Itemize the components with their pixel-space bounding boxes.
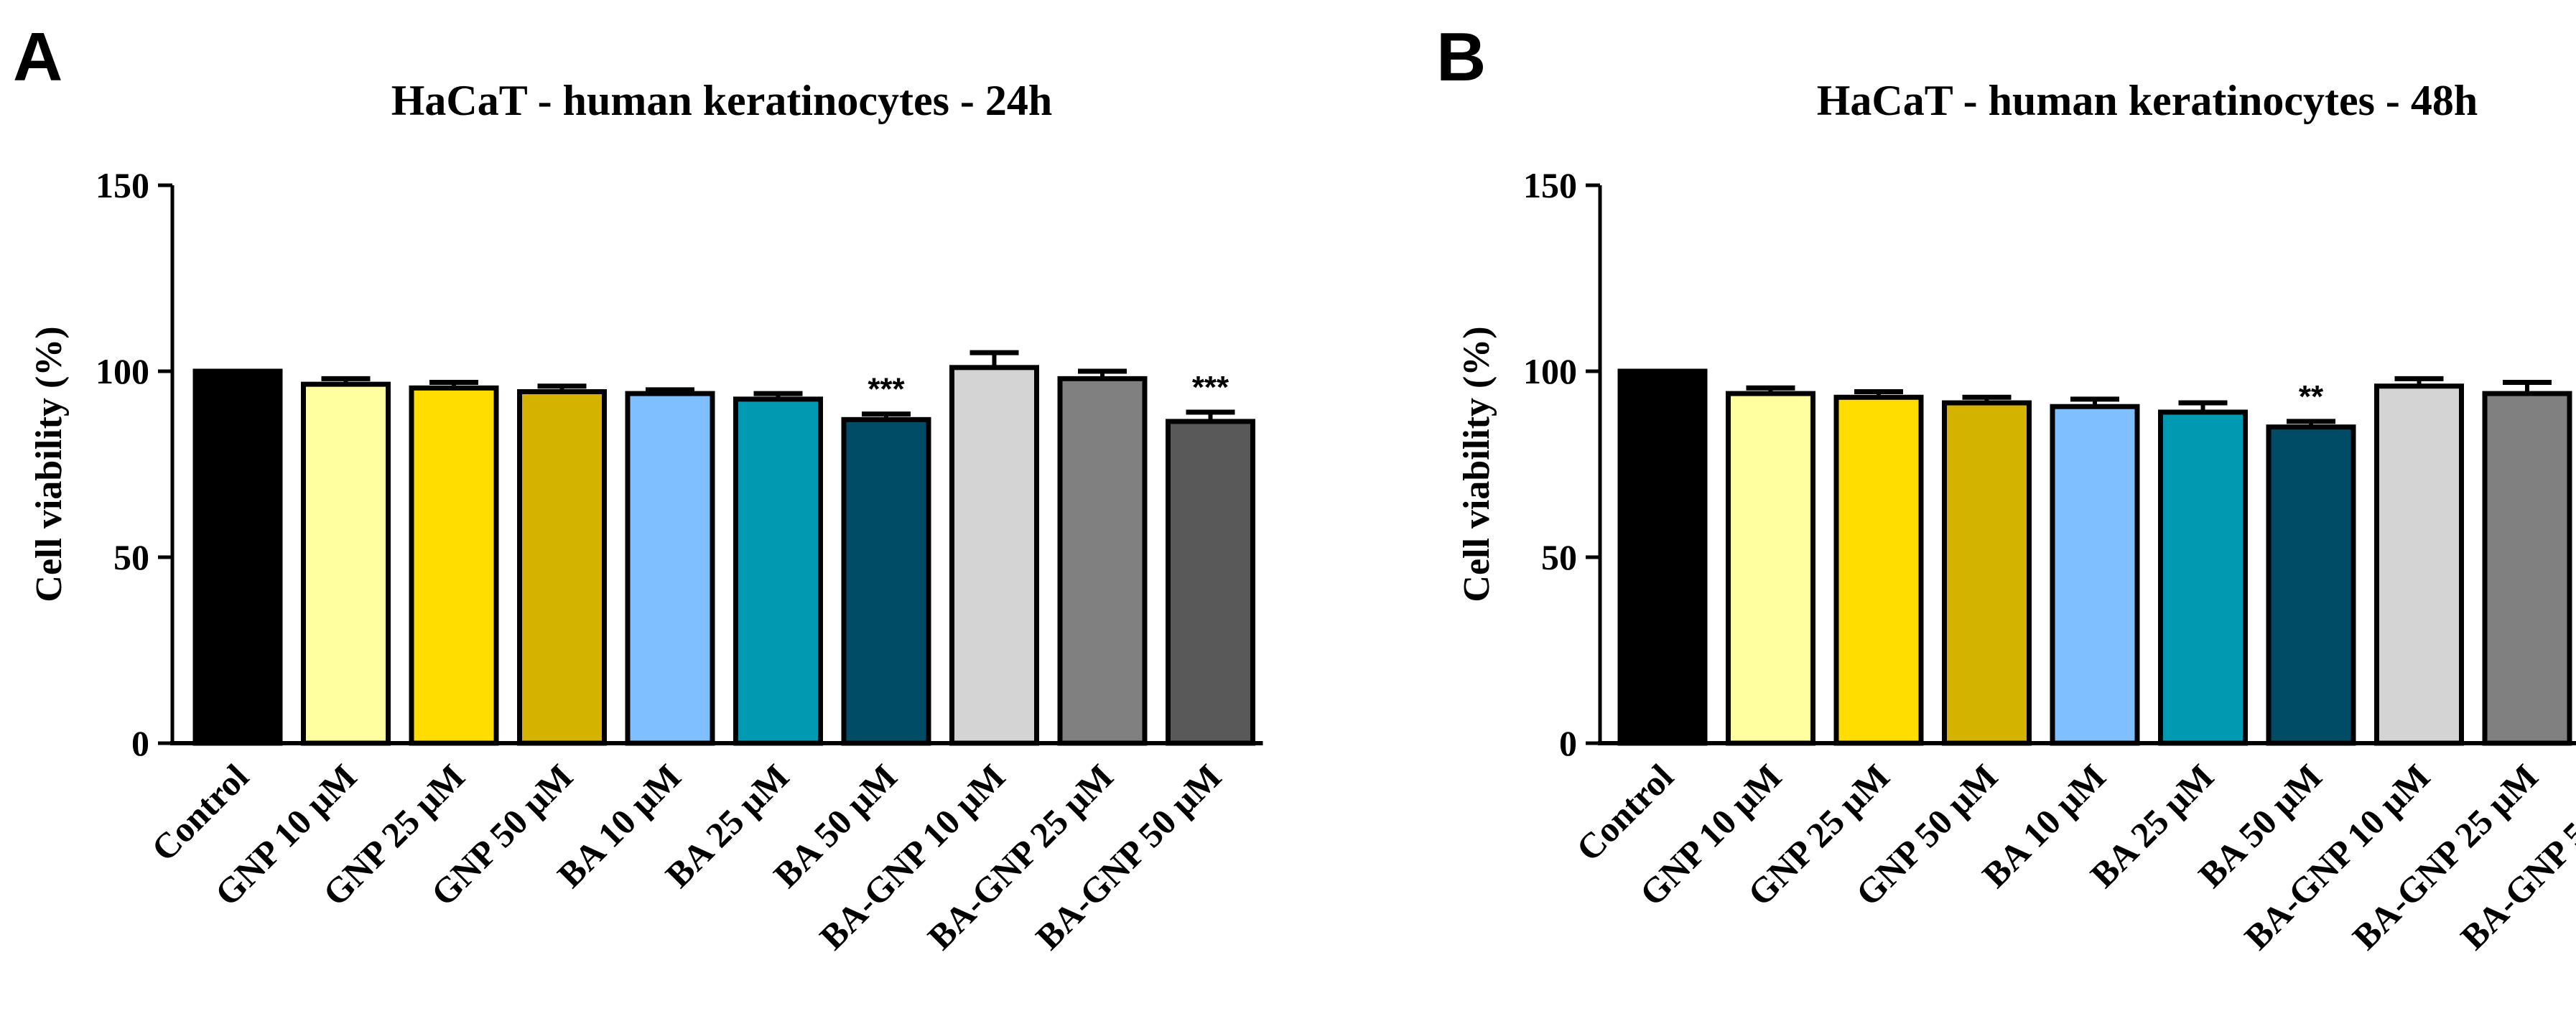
bar	[192, 368, 283, 746]
chart-panel-b: B HaCaT - human keratinocytes - 48h Cell v…	[1436, 19, 2576, 957]
y-tick-label: 100	[96, 351, 149, 391]
x-tick-label: BA-GNP 25 µM	[2345, 756, 2546, 957]
y-tick-label: 100	[1523, 351, 1577, 391]
bar	[1166, 419, 1255, 746]
chart-panel-a: A HaCaT - human keratinocytes - 24h Cell v…	[13, 19, 1263, 957]
bar	[841, 416, 931, 746]
chart-title: HaCaT - human keratinocytes - 48h	[1817, 77, 2478, 124]
bar	[2266, 424, 2356, 746]
y-tick-label: 150	[1523, 165, 1577, 205]
panel-label: B	[1436, 19, 1486, 96]
y-tick-label: 0	[1559, 723, 1577, 763]
bar	[733, 396, 823, 746]
y-tick-label: 50	[1541, 537, 1577, 577]
significance-annotation: ***	[868, 372, 905, 407]
bar	[2050, 404, 2140, 746]
x-tick-label: BA-GNP 10 µM	[2236, 756, 2437, 957]
bar	[1726, 391, 1815, 746]
x-tick-label: BA-GNP 25 µM	[920, 756, 1121, 957]
x-tick-label: BA-GNP 10 µM	[812, 756, 1013, 957]
chart-title: HaCaT - human keratinocytes - 24h	[391, 77, 1053, 124]
y-tick-label: 0	[131, 723, 149, 763]
bar	[949, 365, 1039, 746]
bar	[1617, 368, 1708, 746]
x-tick-label: BA-GNP 50 µM	[1028, 756, 1229, 957]
bar	[1057, 376, 1148, 746]
bar	[409, 385, 499, 746]
bar	[517, 388, 607, 746]
bar	[2158, 409, 2248, 746]
bar	[301, 381, 391, 746]
panel-label: A	[13, 19, 62, 96]
bar	[1942, 400, 2032, 746]
y-axis-label: Cell viability (%)	[1456, 326, 1497, 602]
bar	[625, 391, 715, 746]
bar	[2482, 391, 2572, 746]
bar	[2374, 383, 2464, 746]
significance-annotation: **	[2299, 379, 2324, 414]
y-axis-label: Cell viability (%)	[29, 326, 70, 602]
y-tick-label: 50	[113, 537, 149, 577]
y-tick-label: 150	[96, 165, 149, 205]
bar	[1833, 394, 1924, 746]
significance-annotation: ***	[1192, 370, 1229, 405]
